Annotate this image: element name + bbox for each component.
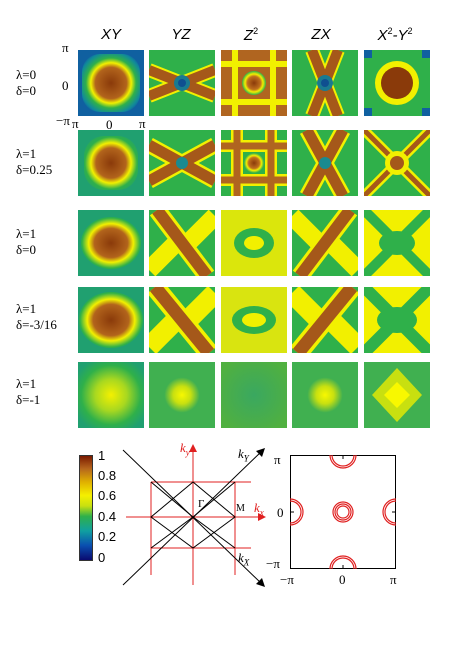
row-label-3: λ=1 δ=0 <box>16 226 37 257</box>
panel-r1-x2y2 <box>364 50 430 116</box>
column-title-zx: ZX <box>311 26 331 43</box>
panel-r3-yz <box>149 210 215 276</box>
fs-y-mpi: −π <box>266 556 280 571</box>
bz-m-label: M <box>236 503 245 514</box>
panel-r1-yz <box>149 50 215 116</box>
tick-y-pi: π <box>62 40 69 55</box>
brillouin-zone-diagram <box>122 444 266 587</box>
bz-gamma-label: Γ <box>198 498 205 510</box>
column-title-xy: XY <box>100 26 121 43</box>
panel-r1-zx <box>292 50 358 116</box>
bz-kY-arrow <box>256 448 265 457</box>
panel-r4-xy <box>78 287 144 353</box>
fermi-surface-plot <box>290 455 396 569</box>
colorbar-label-1: 1 <box>98 448 106 463</box>
fs-ticks <box>290 455 396 569</box>
tick-x-mpi: π <box>72 116 79 131</box>
panel-r4-z2 <box>221 287 287 353</box>
panel-r2-xy <box>78 130 144 196</box>
bz-ky-label: ky <box>180 440 190 458</box>
panel-r5-yz <box>149 362 215 428</box>
tick-y-mpi: −π <box>56 113 70 128</box>
panel-r3-zx <box>292 210 358 276</box>
row-label-4: λ=1 δ=-3/16 <box>16 301 57 332</box>
row-label-5: λ=1 δ=-1 <box>16 376 41 407</box>
panel-r1-z2 <box>221 50 287 116</box>
panel-r3-z2 <box>221 210 287 276</box>
column-title-x2-y2: X2-Y2 <box>377 26 413 44</box>
fs-x-mpi: −π <box>280 572 294 587</box>
bz-kX-label: kX <box>238 550 250 568</box>
row-label-1: λ=0 δ=0 <box>16 67 37 98</box>
fs-x-pi: π <box>390 572 397 587</box>
panel-r5-x2y2 <box>364 362 430 428</box>
tick-y-zero: 0 <box>62 78 69 93</box>
panel-r2-zx <box>292 130 358 196</box>
panel-r5-zx <box>292 362 358 428</box>
panel-r2-z2 <box>221 130 287 196</box>
panel-r3-xy <box>78 210 144 276</box>
row-label-2: λ=1 δ=0.25 <box>16 146 53 177</box>
panel-r5-xy <box>78 362 144 428</box>
panel-r2-yz <box>149 130 215 196</box>
panel-r2-x2y2 <box>364 130 430 196</box>
tick-x-pi: π <box>139 116 146 131</box>
bz-kx-label: kx <box>254 500 264 518</box>
bz-kx-arrow <box>258 513 266 521</box>
bz-ky-arrow <box>189 444 197 452</box>
fs-y-zero: 0 <box>277 505 284 520</box>
panel-r4-yz <box>149 287 215 353</box>
fs-x-zero: 0 <box>339 572 346 587</box>
bz-black-diamonds <box>122 449 264 586</box>
colorbar <box>79 455 93 561</box>
tick-x-zero: 0 <box>106 117 113 132</box>
colorbar-label-0.6: 0.6 <box>98 488 117 503</box>
colorbar-label-0: 0 <box>98 550 106 565</box>
column-title-yz: YZ <box>171 26 191 43</box>
fs-contours <box>290 455 396 569</box>
fs-y-pi: π <box>274 452 281 467</box>
colorbar-label-0.8: 0.8 <box>98 468 117 483</box>
panel-r3-x2y2 <box>364 210 430 276</box>
panel-r4-zx <box>292 287 358 353</box>
panel-r1-xy <box>78 50 144 116</box>
panel-r5-z2 <box>221 362 287 428</box>
bz-kY-label: kY <box>238 446 249 464</box>
bz-kX-arrow <box>256 578 265 587</box>
colorbar-label-0.4: 0.4 <box>98 509 117 524</box>
column-title-z2: Z2 <box>243 26 259 44</box>
panel-r4-x2y2 <box>364 287 430 353</box>
colorbar-label-0.2: 0.2 <box>98 529 117 544</box>
